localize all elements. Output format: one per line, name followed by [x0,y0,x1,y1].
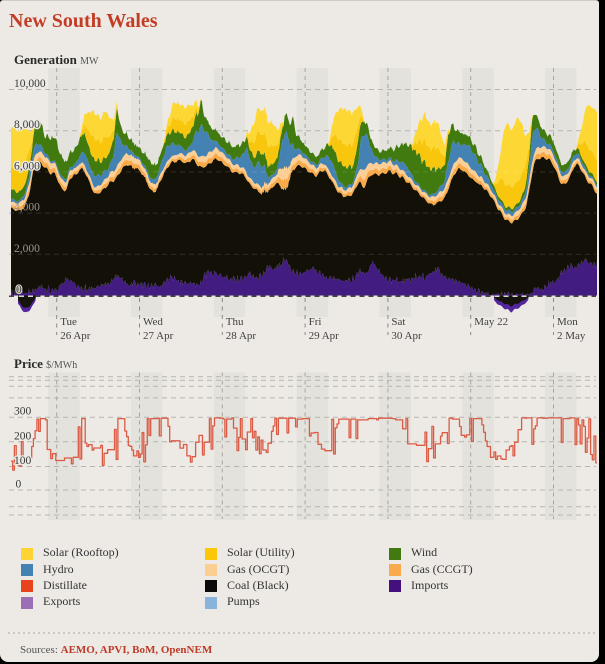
svg-text:29 Apr: 29 Apr [309,330,340,342]
svg-text:26 Apr: 26 Apr [60,330,91,342]
svg-text:27 Apr: 27 Apr [143,330,174,342]
svg-text:100: 100 [14,455,32,467]
svg-text:0: 0 [16,284,22,296]
svg-text:Thu: Thu [226,316,244,328]
svg-text:Sat: Sat [391,316,405,328]
svg-text:Wed: Wed [143,316,163,328]
svg-text:200: 200 [14,430,32,442]
svg-text:6,000: 6,000 [14,160,40,172]
svg-text:4,000: 4,000 [14,202,40,214]
svg-text:2,000: 2,000 [14,243,40,255]
svg-text:Tue: Tue [60,316,77,328]
svg-text:30 Apr: 30 Apr [391,330,422,342]
svg-text:Mon: Mon [557,316,578,328]
svg-text:10,000: 10,000 [14,78,46,90]
svg-text:28 Apr: 28 Apr [226,330,257,342]
svg-text:Fri: Fri [309,316,322,328]
svg-text:300: 300 [14,406,32,418]
svg-text:May 22: May 22 [474,316,508,328]
svg-text:0: 0 [16,479,22,491]
svg-text:2 May: 2 May [557,330,586,342]
svg-text:8,000: 8,000 [14,119,40,131]
